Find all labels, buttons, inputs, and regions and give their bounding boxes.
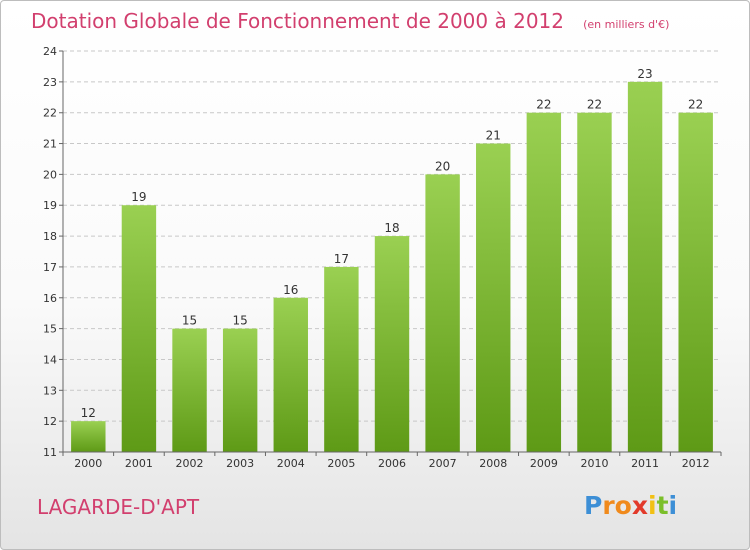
logo-letter: P: [584, 491, 603, 520]
y-tick-label: 21: [43, 138, 57, 151]
x-tick-label: 2009: [530, 457, 558, 470]
bar-2008: [476, 143, 511, 453]
bar-value-label: 22: [536, 98, 551, 112]
x-tick-label: 2007: [429, 457, 457, 470]
bar-value-label: 21: [486, 129, 501, 143]
x-tick-label: 2008: [479, 457, 507, 470]
bar-value-label: 16: [283, 283, 298, 297]
x-tick-label: 2003: [226, 457, 254, 470]
bar-2011: [627, 81, 663, 452]
x-tick-label: 2011: [631, 457, 659, 470]
chart-unit: (en milliers d'€): [583, 18, 670, 31]
proxiti-logo: Proxiti: [584, 491, 677, 520]
bar-value-label: 20: [435, 159, 450, 173]
x-tick-label: 2002: [176, 457, 204, 470]
bar-value-label: 22: [688, 98, 703, 112]
logo-letter: i: [668, 491, 678, 520]
bar-2010: [577, 112, 612, 452]
logo-letter: t: [656, 491, 669, 520]
bar-2005: [324, 266, 359, 452]
x-tick-label: 2010: [580, 457, 608, 470]
bar-2007: [425, 174, 460, 452]
y-tick-label: 22: [43, 107, 57, 120]
bar-value-label: 18: [384, 221, 399, 235]
y-tick-label: 15: [43, 323, 57, 336]
y-tick-label: 23: [43, 76, 57, 89]
y-tick-label: 13: [43, 384, 57, 397]
chart-title: Dotation Globale de Fonctionnement de 20…: [31, 9, 564, 33]
x-tick-label: 2004: [277, 457, 305, 470]
bar-value-label: 12: [81, 406, 96, 420]
x-tick-label: 2000: [74, 457, 102, 470]
bar-2000: [71, 421, 106, 452]
title-row: Dotation Globale de Fonctionnement de 20…: [31, 9, 669, 33]
y-tick-label: 19: [43, 199, 57, 212]
x-tick-label: 2005: [327, 457, 355, 470]
bar-2003: [222, 328, 258, 452]
bar-2001: [121, 205, 157, 452]
bar-2009: [526, 112, 562, 452]
y-tick-label: 12: [43, 415, 57, 428]
axis-layer: 11 12 13 14 15 16 17 18 19 20 21 22 23 24 2000 2001 2002…: [43, 45, 722, 470]
x-tick-label: 2001: [125, 457, 153, 470]
y-tick-label: 16: [43, 292, 57, 305]
y-tick-label: 20: [43, 168, 57, 181]
y-tick-label: 17: [43, 261, 57, 274]
logo-letter: r: [602, 491, 615, 520]
x-tick-label: 2006: [378, 457, 406, 470]
bar-value-label: 17: [334, 252, 349, 266]
bar-2002: [172, 328, 207, 452]
bar-2012: [678, 112, 713, 452]
y-tick-label: 18: [43, 230, 57, 243]
logo-letter: o: [614, 491, 632, 520]
y-tick-label: 14: [43, 353, 57, 366]
bar-value-label: 15: [182, 314, 197, 328]
bars-layer: 12 19 15 15 16 17 18 20 21 22 22 23 22: [71, 67, 713, 453]
y-tick-label: 24: [43, 45, 57, 58]
logo-letter: i: [648, 491, 657, 520]
bar-value-label: 15: [233, 314, 248, 328]
bar-2006: [374, 236, 410, 452]
bar-value-label: 22: [587, 98, 602, 112]
logo-letter: x: [631, 491, 648, 520]
x-tick-label: 2012: [682, 457, 710, 470]
y-tick-label: 11: [43, 446, 57, 459]
bar-value-label: 23: [637, 67, 652, 81]
bar-2004: [273, 297, 308, 452]
bar-value-label: 19: [131, 190, 146, 204]
commune-name: LAGARDE-D'APT: [37, 495, 200, 519]
